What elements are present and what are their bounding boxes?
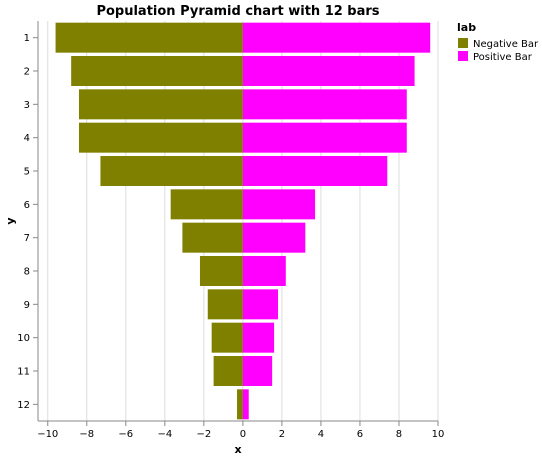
bar-series-0-category-1 xyxy=(55,22,243,53)
bar-series-1-category-9 xyxy=(242,289,278,320)
y-tick-label-7: 7 xyxy=(24,233,30,244)
grid-lines xyxy=(47,21,439,421)
bar-series-0-category-7 xyxy=(182,222,243,253)
x-tick-label-1: −8 xyxy=(79,429,94,440)
bar-series-1-category-4 xyxy=(242,122,407,153)
bar-series-1-category-12 xyxy=(242,389,249,420)
bar-series-1-category-11 xyxy=(242,356,273,386)
legend-label-1: Positive Bar xyxy=(473,52,533,63)
bar-series-1-category-8 xyxy=(242,256,286,286)
y-tick-label-12: 12 xyxy=(17,400,30,411)
legend-items: Negative Bar Positive Bar xyxy=(458,38,539,63)
chart-title: Population Pyramid chart with 12 bars xyxy=(96,4,379,19)
y-tick-label-3: 3 xyxy=(24,100,30,111)
y-tick-label-1: 1 xyxy=(24,33,30,44)
x-tick-label-3: −4 xyxy=(157,429,172,440)
bar-series-0-category-9 xyxy=(207,289,243,320)
bar-series-1-category-5 xyxy=(242,156,388,186)
y-tick-label-9: 9 xyxy=(24,300,30,311)
bar-series-1-category-7 xyxy=(242,222,306,253)
legend-title: lab xyxy=(457,21,476,34)
bar-series-1-category-2 xyxy=(242,56,415,86)
bar-series-0-category-12 xyxy=(237,389,243,420)
bar-series-0-category-6 xyxy=(170,189,243,220)
legend-swatch-0 xyxy=(458,38,468,48)
bar-series-0-category-4 xyxy=(78,122,243,153)
bar-series-0-category-2 xyxy=(71,56,243,86)
legend-swatch-1 xyxy=(458,51,468,61)
bar-series-1-category-3 xyxy=(242,89,407,120)
legend: lab Negative Bar Positive Bar xyxy=(457,21,539,63)
x-axis-title: x xyxy=(234,443,241,456)
y-tick-label-6: 6 xyxy=(24,200,30,211)
y-tick-label-8: 8 xyxy=(24,267,30,278)
bar-series-0-category-10 xyxy=(211,322,243,353)
bars xyxy=(55,22,431,420)
y-tick-label-11: 11 xyxy=(17,367,30,378)
y-tick-label-5: 5 xyxy=(24,167,30,178)
y-tick-label-2: 2 xyxy=(24,67,30,78)
x-tick-label-9: 8 xyxy=(396,429,402,440)
bar-series-0-category-11 xyxy=(213,356,243,386)
x-tick-label-10: 10 xyxy=(432,429,445,440)
bar-series-1-category-1 xyxy=(242,22,431,53)
x-tick-label-8: 6 xyxy=(357,429,363,440)
bar-series-0-category-8 xyxy=(199,256,243,286)
x-tick-label-2: −6 xyxy=(118,429,133,440)
y-tick-label-4: 4 xyxy=(24,133,30,144)
y-axis-title: y xyxy=(4,217,17,224)
x-tick-label-6: 2 xyxy=(279,429,285,440)
bar-series-0-category-5 xyxy=(100,156,243,186)
bar-series-1-category-6 xyxy=(242,189,316,220)
x-tick-label-0: −10 xyxy=(37,429,58,440)
y-tick-label-10: 10 xyxy=(17,333,30,344)
bar-series-1-category-10 xyxy=(242,322,275,353)
x-tick-label-4: −2 xyxy=(196,429,211,440)
x-tick-label-5: 0 xyxy=(240,429,246,440)
bar-series-0-category-3 xyxy=(78,89,243,120)
legend-label-0: Negative Bar xyxy=(473,39,539,50)
x-tick-label-7: 4 xyxy=(318,429,324,440)
